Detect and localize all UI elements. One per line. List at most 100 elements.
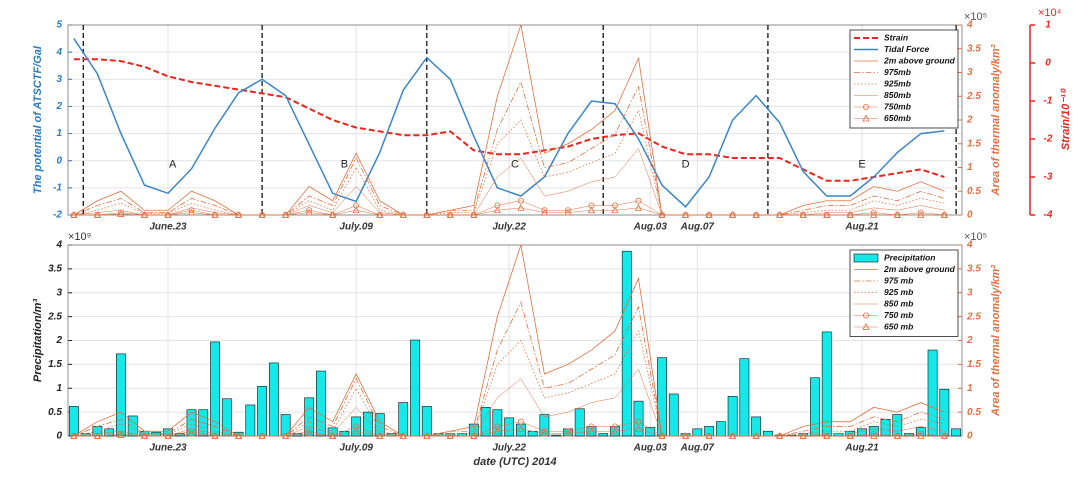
point-marker xyxy=(588,202,595,209)
point-marker xyxy=(893,432,901,439)
y-tick-label: 0 xyxy=(56,155,62,166)
bar xyxy=(939,388,950,437)
point-marker xyxy=(540,208,549,216)
legend-box xyxy=(849,29,959,129)
point-marker xyxy=(376,211,384,218)
point-marker xyxy=(493,427,502,435)
point-marker xyxy=(870,211,878,218)
point-marker xyxy=(187,208,196,216)
legend-box xyxy=(849,249,959,337)
point-marker xyxy=(281,432,290,439)
series-line xyxy=(73,244,945,437)
bar xyxy=(127,415,138,437)
x-tick-label: Aug.03 xyxy=(633,222,668,233)
bar xyxy=(633,400,644,437)
point-marker xyxy=(211,211,219,218)
bar xyxy=(951,428,962,437)
bar xyxy=(492,409,503,437)
bar xyxy=(116,353,126,437)
y-tick-label: 4 xyxy=(55,240,62,251)
y-tick-label: -1 xyxy=(53,182,62,193)
point-marker xyxy=(117,431,125,438)
point-marker xyxy=(446,432,454,439)
x-tick-label: Aug.21 xyxy=(844,222,879,233)
y2-axis-label: Area of thermal anomaly/km² xyxy=(990,265,1002,417)
legend-label: Tidal Force xyxy=(884,44,929,54)
x-axis-label: date (UTC) 2014 xyxy=(473,456,556,468)
point-marker xyxy=(540,429,549,437)
y2-tick-label: 3 xyxy=(967,67,973,78)
y-tick-label: 0 xyxy=(56,431,62,442)
legend-label: 850mb xyxy=(884,90,911,100)
point-marker xyxy=(940,432,949,439)
bar xyxy=(410,339,420,437)
point-marker xyxy=(140,211,149,218)
bar xyxy=(68,406,79,437)
point-marker xyxy=(728,211,737,218)
bar xyxy=(621,250,632,437)
y-axis-label: The potential of ATSCTF/Gal xyxy=(32,45,44,194)
point-marker xyxy=(234,211,243,218)
bar xyxy=(668,393,679,437)
bar xyxy=(480,407,491,437)
point-marker xyxy=(117,430,124,437)
bar xyxy=(398,402,409,437)
point-marker xyxy=(517,418,524,425)
y-tick-label: 3.5 xyxy=(48,264,62,275)
legend-swatch xyxy=(853,253,879,263)
point-marker xyxy=(705,211,713,218)
point-marker xyxy=(423,432,431,439)
x-tick-label: Aug.07 xyxy=(680,443,715,454)
y2-tick-label: 1 xyxy=(967,162,973,173)
y3-tick-label: 0 xyxy=(1045,58,1051,69)
point-marker xyxy=(70,211,78,218)
point-marker xyxy=(164,211,172,218)
point-marker xyxy=(352,206,360,214)
y-tick-label: 1 xyxy=(56,383,62,394)
point-marker xyxy=(705,432,713,439)
point-marker xyxy=(423,211,431,218)
bar xyxy=(421,406,432,437)
bar xyxy=(763,430,773,437)
series-line xyxy=(73,329,945,437)
point-marker xyxy=(752,211,760,218)
y2-tick-label: 0 xyxy=(967,431,973,442)
point-marker xyxy=(399,432,407,439)
legend-label: 925 mb xyxy=(884,287,913,297)
point-marker xyxy=(117,209,124,216)
point-marker xyxy=(823,432,831,439)
annotation: A xyxy=(169,159,177,171)
series-line xyxy=(73,38,945,208)
y2-tick-label: 2 xyxy=(966,115,973,126)
point-marker xyxy=(470,211,478,218)
legend-label: 850 mb xyxy=(884,298,913,308)
point-marker xyxy=(234,432,243,439)
bar xyxy=(727,396,738,437)
legend-label: 750mb xyxy=(884,101,911,111)
y-exponent: ×10⁹ xyxy=(68,231,91,243)
x-tick-label: July.09 xyxy=(339,443,373,454)
series-line xyxy=(73,207,945,216)
y2-tick-label: 2.5 xyxy=(966,311,981,322)
series-line xyxy=(73,428,945,437)
series-line xyxy=(73,109,945,216)
y-tick-label: 5 xyxy=(56,20,62,31)
bar xyxy=(692,428,703,437)
point-marker xyxy=(728,432,737,439)
y2-tick-label: 3.5 xyxy=(967,43,981,54)
legend-marker xyxy=(862,114,870,122)
y2-tick-label: 4 xyxy=(966,20,973,31)
point-marker xyxy=(281,211,290,218)
y-tick-label: -2 xyxy=(53,210,62,221)
x-tick-label: July.22 xyxy=(492,443,526,454)
point-marker xyxy=(328,432,337,439)
bar xyxy=(363,411,373,437)
y2-tick-label: 1 xyxy=(967,383,973,394)
bar xyxy=(715,421,726,437)
y-tick-label: 3 xyxy=(56,287,62,298)
y-tick-label: 2 xyxy=(55,101,62,112)
y3-tick-label: -2 xyxy=(1044,134,1053,145)
point-marker xyxy=(211,432,219,439)
point-marker xyxy=(611,206,619,214)
